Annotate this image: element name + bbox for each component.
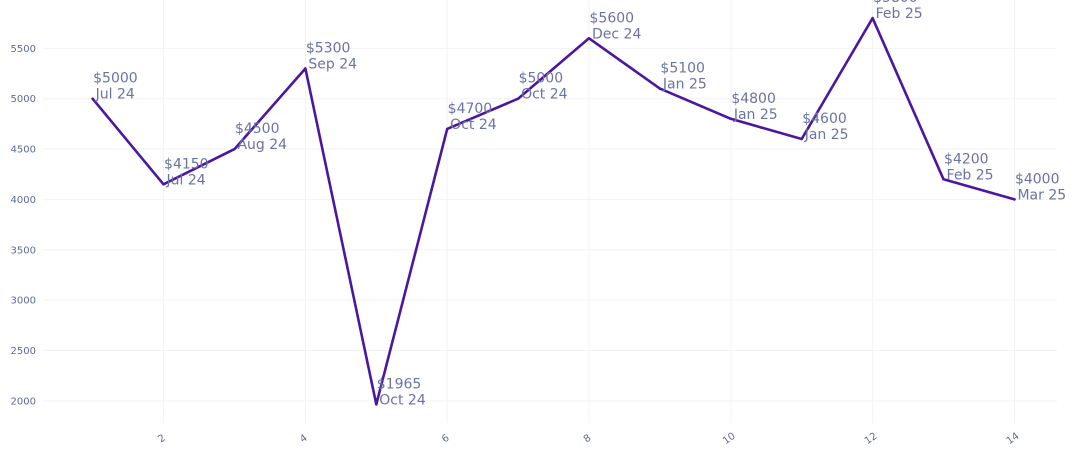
data-point [942,178,945,181]
period-label: Feb 25 [876,6,923,22]
x-tick-label: 12 [863,431,880,447]
data-point [800,137,803,141]
x-tick-label: 14 [1005,431,1022,447]
period-label: Dec 24 [592,26,641,42]
period-label: Oct 24 [521,87,568,103]
value-label: $4150 [164,156,209,172]
y-tick-label: 2000 [11,396,36,407]
period-label: Jul 24 [166,172,206,188]
y-tick-label: 5500 [11,44,36,55]
period-label: Jul 24 [95,87,135,103]
value-label: $5300 [306,40,351,56]
period-label: Jan 25 [733,107,778,123]
x-tick-label: 4 [298,433,310,446]
value-label: $4200 [944,151,989,167]
value-label: $5600 [590,10,635,26]
x-tick-label: 10 [721,431,738,447]
y-tick-label: 2500 [11,346,36,357]
data-point [658,87,662,90]
data-point [91,97,94,100]
y-tick-label: 4500 [11,145,36,156]
axes: 2000 2500 3000 3500 4000 4500 5000 5500 2 4 6 8 10 12… [11,44,1022,447]
value-label: $1965 [377,376,422,392]
period-label: Sep 24 [308,56,357,72]
period-label: Aug 24 [237,137,287,153]
data-point [871,16,874,20]
value-label: $5000 [93,71,138,87]
period-label: Feb 25 [947,167,994,183]
data-point [1013,198,1016,201]
value-label: $4800 [731,91,776,107]
value-label: $4500 [235,121,280,137]
value-label: $4600 [802,111,847,127]
period-label: Oct 24 [379,392,426,408]
data-point [587,37,591,40]
value-label: $5800 [873,0,918,6]
value-label: $5000 [519,71,564,87]
period-label: Oct 24 [450,117,497,133]
period-label: Jan 25 [662,77,707,93]
data-point [233,147,236,151]
data-point [375,403,378,406]
data-point [304,67,307,70]
y-tick-label: 5000 [11,94,36,105]
period-label: Mar 25 [1017,187,1066,203]
y-tick-label: 4000 [11,195,36,206]
value-label: $4700 [448,101,493,117]
y-tick-label: 3500 [11,245,36,256]
data-point [516,97,520,100]
value-label: $5100 [660,61,705,77]
grid [43,0,1057,423]
series-line-layer [91,16,1016,406]
value-label: $4000 [1015,171,1060,187]
x-tick-label: 6 [440,433,452,446]
data-point [162,183,165,186]
y-tick-label: 3000 [11,296,36,307]
series-line [91,16,1016,406]
data-point [729,117,733,121]
data-point [445,127,449,131]
period-label: Jan 25 [804,127,849,143]
x-tick-label: 8 [582,433,594,446]
x-tick-label: 2 [156,433,168,446]
